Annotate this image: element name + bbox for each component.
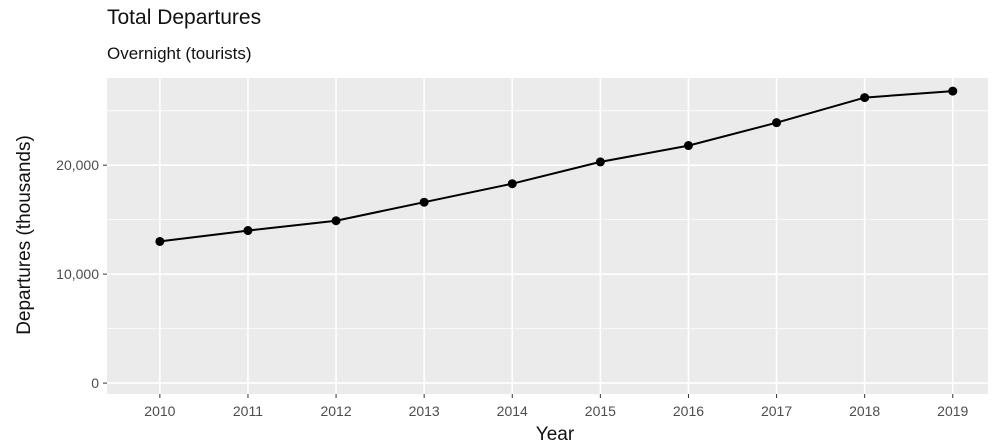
x-tick-label: 2014 <box>497 403 528 419</box>
chart-subtitle: Overnight (tourists) <box>107 44 252 63</box>
y-tick-label: 0 <box>91 375 99 391</box>
x-tick-label: 2010 <box>144 403 175 419</box>
x-tick-label: 2012 <box>320 403 351 419</box>
series-line <box>159 90 953 243</box>
data-point <box>419 197 429 207</box>
plot-panel <box>107 78 988 394</box>
data-point <box>331 216 341 226</box>
data-point <box>860 93 870 103</box>
x-tick-label: 2015 <box>585 403 616 419</box>
y-axis: 0 10,000 20,000 <box>56 157 107 391</box>
x-tick-label: 2018 <box>849 403 880 419</box>
x-axis: 2010 2011 2012 2013 2014 2015 2016 2017 2018 2019 <box>144 394 969 419</box>
data-point <box>948 86 958 96</box>
x-tick-label: 2011 <box>233 403 263 419</box>
chart-title: Total Departures <box>107 6 262 29</box>
x-tick-label: 2017 <box>761 403 792 419</box>
y-tick-label: 10,000 <box>56 266 99 282</box>
data-point <box>243 226 253 236</box>
x-tick-label: 2019 <box>937 403 968 419</box>
y-axis-label: Departures (thousands) <box>14 135 35 335</box>
data-point <box>595 157 605 167</box>
data-point <box>683 141 693 151</box>
x-tick-label: 2013 <box>409 403 440 419</box>
data-point <box>772 118 782 128</box>
data-point <box>507 179 517 189</box>
data-points <box>155 86 958 246</box>
grid-lines <box>107 78 988 394</box>
x-axis-label: Year <box>536 424 575 445</box>
data-point <box>155 236 165 246</box>
x-tick-label: 2016 <box>673 403 704 419</box>
y-tick-label: 20,000 <box>56 157 99 173</box>
